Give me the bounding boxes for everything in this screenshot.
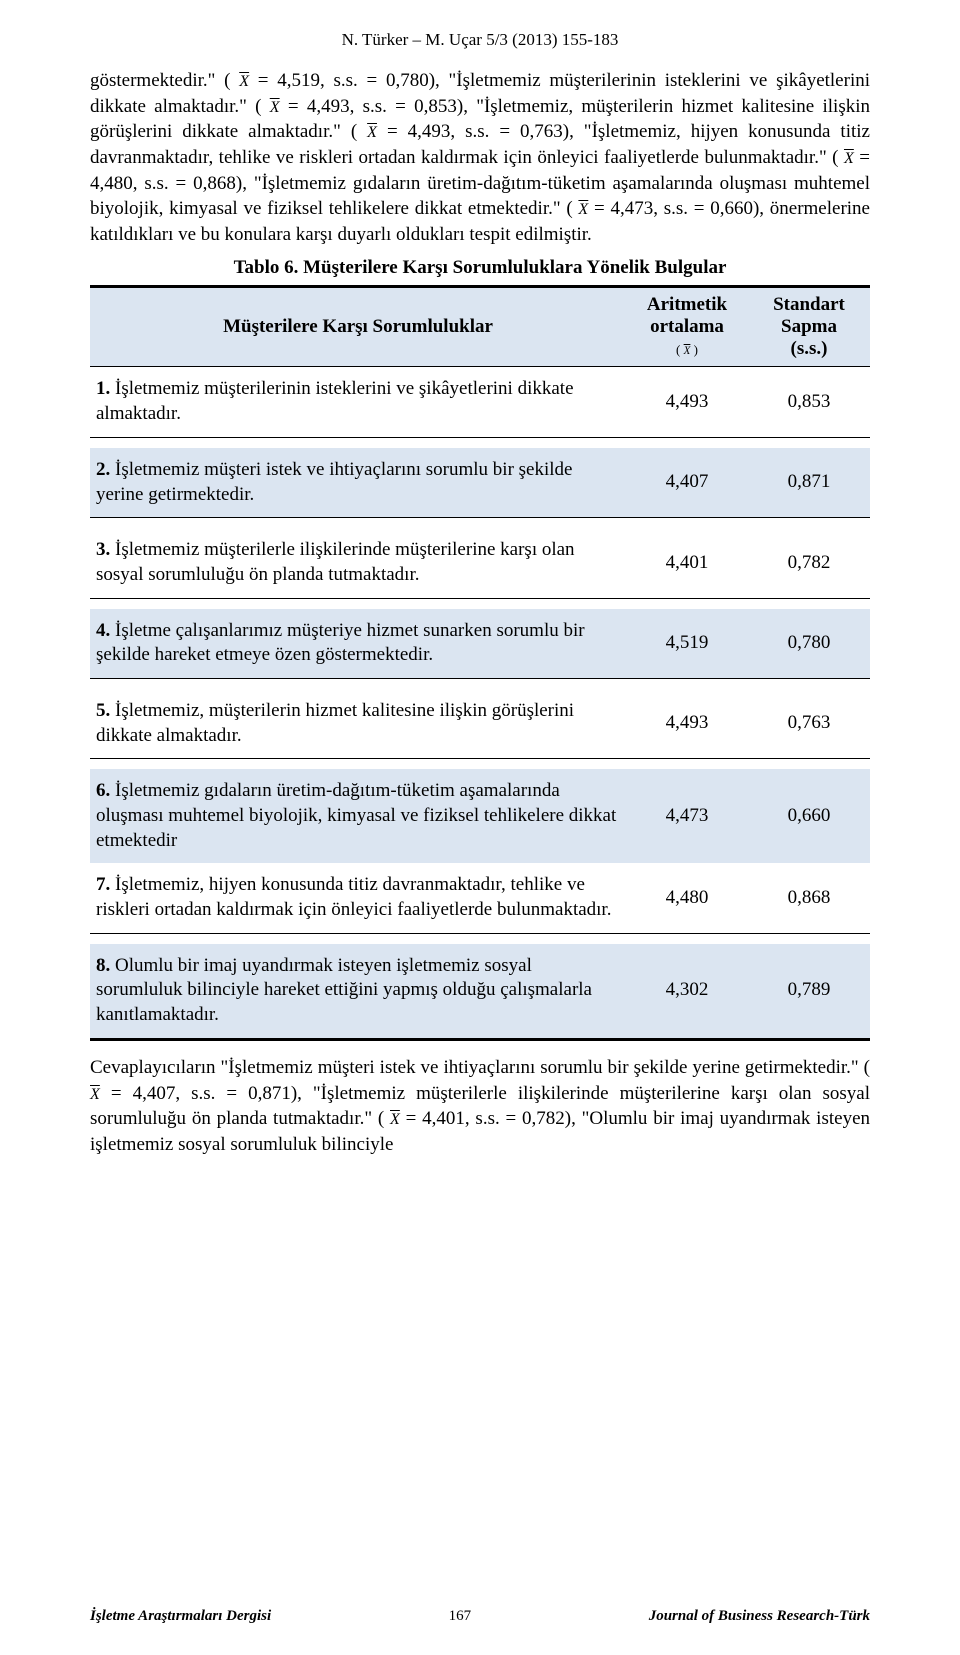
xbar-symbol: X — [239, 73, 249, 90]
row-label: 7. İşletmemiz, hijyen konusunda titiz da… — [90, 863, 626, 933]
paragraph-after-table: Cevaplayıcıların "İşletmemiz müşteri ist… — [90, 1055, 870, 1158]
col-sd-line2: Sapma — [781, 316, 837, 337]
row-label: 8. Olumlu bir imaj uyandırmak isteyen iş… — [90, 944, 626, 1040]
col-header-label: Müşterilere Karşı Sorumluluklar — [90, 287, 626, 367]
row-spacer — [90, 518, 870, 529]
running-header: N. Türker – M. Uçar 5/3 (2013) 155-183 — [90, 30, 870, 50]
row-spacer — [90, 598, 870, 609]
col-sd-line1: Standart — [773, 294, 845, 315]
row-sd: 0,871 — [748, 448, 870, 518]
row-sd: 0,782 — [748, 528, 870, 598]
footer-left: İşletme Araştırmaları Dergisi — [90, 1608, 271, 1625]
xbar-symbol: X — [90, 1086, 100, 1103]
row-sd: 0,789 — [748, 944, 870, 1040]
row-label: 4. İşletme çalışanlarımız müşteriye hizm… — [90, 609, 626, 679]
row-sd: 0,763 — [748, 689, 870, 759]
paragraph-intro: göstermektedir." ( X = 4,519, s.s. = 0,7… — [90, 68, 870, 247]
row-spacer — [90, 678, 870, 689]
table-title: Tablo 6. Müşterilere Karşı Sorumluluklar… — [90, 257, 870, 279]
row-label: 3. İşletmemiz müşterilerle ilişkilerinde… — [90, 528, 626, 598]
row-mean: 4,519 — [626, 609, 748, 679]
col-sd-line3: (s.s.) — [791, 338, 828, 359]
row-mean: 4,302 — [626, 944, 748, 1040]
row-mean: 4,473 — [626, 769, 748, 863]
row-sd: 0,868 — [748, 863, 870, 933]
page-footer: İşletme Araştırmaları Dergisi 167 Journa… — [90, 1608, 870, 1625]
footer-right: Journal of Business Research-Türk — [649, 1608, 870, 1625]
responsibilities-table: Müşterilere Karşı Sorumluluklar Aritmeti… — [90, 285, 870, 1040]
xbar-symbol: X — [270, 99, 280, 116]
para1-seg-a: göstermektedir." ( — [90, 70, 239, 91]
page: N. Türker – M. Uçar 5/3 (2013) 155-183 g… — [0, 0, 960, 1655]
xbar-symbol: X — [367, 124, 377, 141]
xbar-symbol: X — [578, 201, 588, 218]
row-spacer — [90, 933, 870, 944]
row-label: 1. İşletmemiz müşterilerinin isteklerini… — [90, 367, 626, 437]
table-header-row: Müşterilere Karşı Sorumluluklar Aritmeti… — [90, 287, 870, 367]
col-mean-line2: ortalama — [650, 316, 724, 337]
table-row: 4. İşletme çalışanlarımız müşteriye hizm… — [90, 609, 870, 679]
para2-seg-a: Cevaplayıcıların "İşletmemiz müşteri ist… — [90, 1057, 870, 1078]
row-spacer — [90, 437, 870, 448]
table-row: 7. İşletmemiz, hijyen konusunda titiz da… — [90, 863, 870, 933]
row-sd: 0,780 — [748, 609, 870, 679]
col-header-sd: Standart Sapma (s.s.) — [748, 287, 870, 367]
table-row: 3. İşletmemiz müşterilerle ilişkilerinde… — [90, 528, 870, 598]
col-mean-line1: Aritmetik — [647, 294, 727, 315]
table-row: 8. Olumlu bir imaj uyandırmak isteyen iş… — [90, 944, 870, 1040]
table-row: 6. İşletmemiz gıdaların üretim-dağıtım-t… — [90, 769, 870, 863]
row-mean: 4,401 — [626, 528, 748, 598]
row-label: 6. İşletmemiz gıdaların üretim-dağıtım-t… — [90, 769, 626, 863]
table-row: 5. İşletmemiz, müşterilerin hizmet kalit… — [90, 689, 870, 759]
row-mean: 4,407 — [626, 448, 748, 518]
row-label: 5. İşletmemiz, müşterilerin hizmet kalit… — [90, 689, 626, 759]
footer-page-number: 167 — [449, 1608, 472, 1625]
row-label: 2. İşletmemiz müşteri istek ve ihtiyaçla… — [90, 448, 626, 518]
row-sd: 0,660 — [748, 769, 870, 863]
table-body: 1. İşletmemiz müşterilerinin isteklerini… — [90, 367, 870, 1039]
table-row: 1. İşletmemiz müşterilerinin isteklerini… — [90, 367, 870, 437]
row-mean: 4,493 — [626, 367, 748, 437]
row-mean: 4,493 — [626, 689, 748, 759]
row-mean: 4,480 — [626, 863, 748, 933]
col-mean-line3: ( X ) — [676, 342, 698, 357]
table-row: 2. İşletmemiz müşteri istek ve ihtiyaçla… — [90, 448, 870, 518]
row-spacer — [90, 759, 870, 770]
col-header-mean: Aritmetik ortalama ( X ) — [626, 287, 748, 367]
row-sd: 0,853 — [748, 367, 870, 437]
xbar-symbol: X — [390, 1111, 400, 1128]
xbar-symbol: X — [844, 150, 854, 167]
